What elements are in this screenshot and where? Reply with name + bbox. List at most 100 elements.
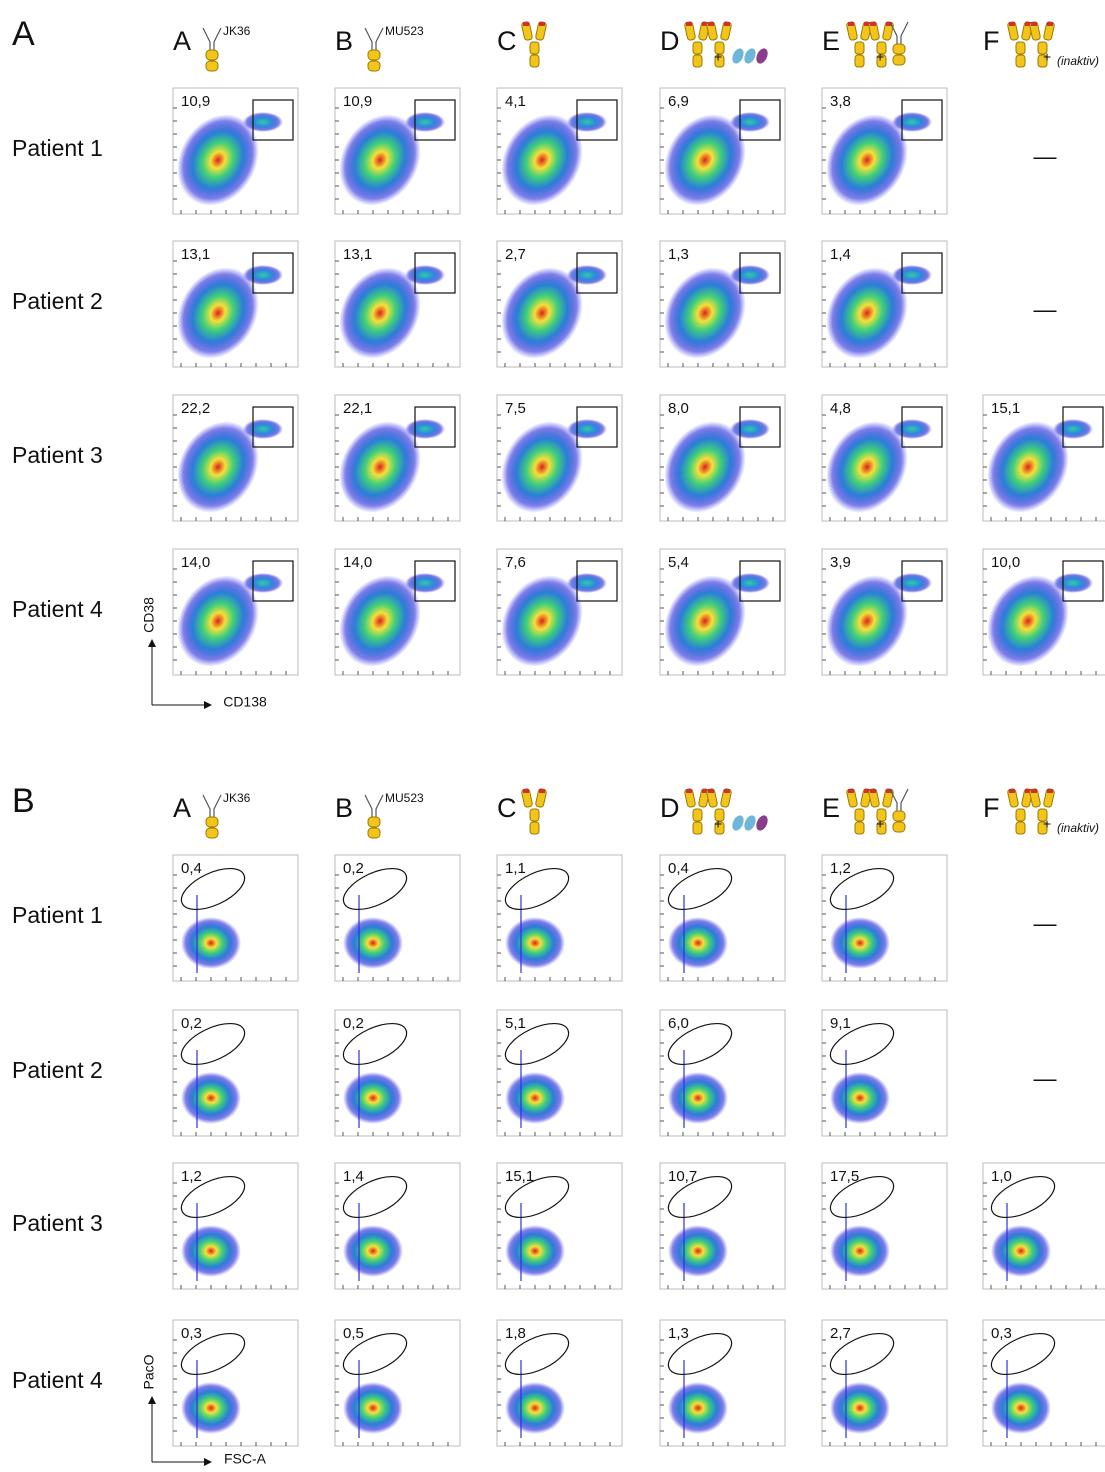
cell-cloud: [730, 573, 770, 593]
antibody-arm: [365, 28, 372, 50]
antibody-fc: [693, 809, 702, 821]
column-letter: F: [983, 26, 1000, 56]
column-letter: E: [822, 793, 840, 823]
cell-cloud: [892, 265, 932, 285]
patient-label: Patient 4: [12, 596, 103, 622]
cell-cloud: [343, 1072, 403, 1124]
cell-cloud: [505, 917, 565, 969]
antibody-tip: [708, 789, 714, 793]
antibody-tip: [539, 789, 545, 793]
gate-percentage: 7,5: [505, 400, 526, 417]
patient-label: Patient 4: [12, 1367, 103, 1393]
panel-label: A: [12, 15, 35, 53]
cell-cloud: [343, 917, 403, 969]
cell-cloud: [243, 112, 283, 132]
cell-cloud: [343, 1225, 403, 1277]
patient-label: Patient 1: [12, 135, 103, 161]
antibody-fc: [206, 828, 218, 838]
antibody-fc: [855, 809, 864, 821]
antibody-fc: [1016, 822, 1025, 834]
gate-percentage: 7,6: [505, 554, 526, 571]
gate-percentage: 0,3: [181, 1325, 202, 1342]
cell-cloud: [181, 917, 241, 969]
cell-cloud: [181, 1072, 241, 1124]
x-axis-label: FSC-A: [224, 1451, 267, 1467]
antibody-fc: [368, 828, 380, 838]
gate-percentage: 13,1: [181, 246, 210, 263]
gate-percentage: 14,0: [181, 554, 210, 571]
cell-cloud: [567, 112, 607, 132]
y-axis-label: PacO: [141, 1354, 157, 1389]
plus-sign: +: [714, 49, 722, 65]
cell-cloud: [405, 112, 445, 132]
antibody-tip: [1047, 789, 1053, 793]
antibody-tip: [686, 789, 692, 793]
fragment-icon: [742, 814, 758, 833]
antibody-arm: [365, 795, 372, 817]
gate-percentage: 10,0: [991, 554, 1020, 571]
antibody-icon: [1007, 788, 1033, 834]
antibody-fc: [693, 822, 702, 834]
arrow-head: [148, 639, 156, 647]
gate-percentage: 22,1: [343, 400, 372, 417]
cell-cloud: [730, 419, 770, 439]
patient-label: Patient 3: [12, 442, 103, 468]
antibody-fc: [1016, 42, 1025, 54]
gate-percentage: 0,2: [181, 1015, 202, 1032]
cell-cloud: [730, 265, 770, 285]
column-name: (inaktiv): [1057, 821, 1099, 835]
panel-label: B: [12, 782, 35, 820]
antibody-fc: [893, 811, 905, 821]
antibody-arm: [376, 795, 383, 817]
gate-percentage: 3,9: [830, 554, 851, 571]
plus-sign: +: [876, 49, 884, 65]
gate-percentage: 1,8: [505, 1325, 526, 1342]
column-letter: F: [983, 793, 1000, 823]
antibody-tip: [724, 789, 730, 793]
gate-percentage: 13,1: [343, 246, 372, 263]
gate-percentage: 2,7: [505, 246, 526, 263]
antibody-arm: [901, 22, 908, 44]
antibody-icon: [846, 788, 872, 834]
cell-cloud: [892, 573, 932, 593]
gate-percentage: 9,1: [830, 1015, 851, 1032]
patient-label: Patient 2: [12, 288, 103, 314]
column-letter: C: [497, 26, 517, 56]
antibody-tip: [1031, 789, 1037, 793]
cell-cloud: [1053, 573, 1093, 593]
antibody-tip: [686, 22, 692, 26]
cell-cloud: [892, 419, 932, 439]
cell-cloud: [668, 1382, 728, 1434]
antibody-fc: [893, 55, 905, 65]
arrow-head: [204, 701, 212, 709]
gate-percentage: 1,1: [505, 860, 526, 877]
missing-mark: —: [1034, 296, 1057, 322]
column-name: MU523: [385, 791, 424, 805]
gate-percentage: 1,4: [830, 246, 851, 263]
antibody-tip: [1031, 22, 1037, 26]
cell-cloud: [991, 1225, 1051, 1277]
antibody-fc: [530, 809, 539, 821]
cell-cloud: [505, 1072, 565, 1124]
antibody-tip: [523, 22, 529, 26]
gate-percentage: 0,4: [181, 860, 202, 877]
gate-percentage: 10,7: [668, 1168, 697, 1185]
antibody-fc: [530, 55, 539, 67]
gate-percentage: 1,0: [991, 1168, 1012, 1185]
missing-mark: —: [1034, 143, 1057, 169]
fragment-icon: [730, 814, 746, 833]
cell-cloud: [567, 419, 607, 439]
cell-cloud: [243, 419, 283, 439]
antibody-tip: [870, 789, 876, 793]
missing-mark: —: [1034, 1065, 1057, 1091]
cell-cloud: [505, 1382, 565, 1434]
patient-label: Patient 1: [12, 902, 103, 928]
antibody-fc: [893, 822, 905, 832]
gate-percentage: 15,1: [505, 1168, 534, 1185]
column-letter: D: [660, 26, 680, 56]
y-axis-label: CD38: [141, 597, 157, 633]
antibody-fc: [368, 817, 380, 827]
antibody-tip: [523, 789, 529, 793]
antibody-fc: [368, 61, 380, 71]
antibody-icon: [365, 28, 383, 71]
